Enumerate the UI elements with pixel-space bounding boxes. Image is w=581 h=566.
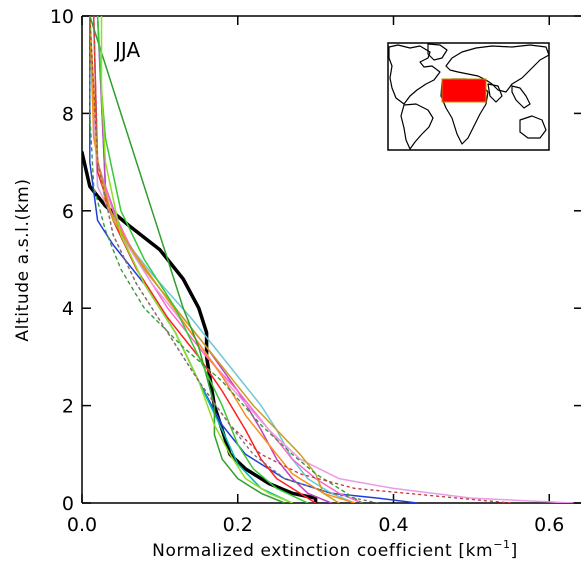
x-axis-unit-close: ] xyxy=(511,541,518,561)
greenland-outline xyxy=(427,43,448,61)
series-line xyxy=(89,16,356,503)
series-lines xyxy=(82,16,574,503)
x-tick-label: 0.2 xyxy=(223,514,253,536)
series-line xyxy=(89,16,340,503)
y-tick-label: 8 xyxy=(62,103,74,125)
series-line xyxy=(92,16,364,503)
inset-world-map xyxy=(387,42,550,151)
series-line xyxy=(93,16,379,503)
x-tick-label: 0.0 xyxy=(67,514,97,536)
north-america-outline xyxy=(388,44,441,105)
y-tick-label: 6 xyxy=(62,201,74,223)
arabia-outline xyxy=(487,83,503,103)
y-tick-label: 2 xyxy=(62,396,74,418)
y-axis-label: Altitude a.s.l.(km) xyxy=(13,178,33,341)
x-tick-label: 0.6 xyxy=(534,514,564,536)
y-tick-label: 10 xyxy=(50,6,74,28)
south-america-outline xyxy=(400,103,434,150)
x-axis-label-text: Normalized extinction coefficient xyxy=(152,541,452,561)
x-axis-label: Normalized extinction coefficient [km−1] xyxy=(152,538,518,561)
series-line xyxy=(96,16,309,503)
series-line xyxy=(96,16,294,503)
x-axis-unit: [km xyxy=(458,541,493,561)
series-line xyxy=(100,16,294,503)
y-tick-label: 0 xyxy=(62,493,74,515)
season-annotation: JJA xyxy=(113,38,140,62)
study-region-highlight xyxy=(441,78,487,103)
series-line xyxy=(92,16,317,503)
axis-ticks: 0.00.20.40.600246810 xyxy=(50,6,581,536)
southeast-asia-outline xyxy=(511,85,531,109)
australia-outline xyxy=(519,115,547,139)
x-axis-unit-exponent: −1 xyxy=(493,538,510,551)
series-line xyxy=(89,16,286,503)
series-line xyxy=(89,16,363,503)
y-tick-label: 4 xyxy=(62,298,74,320)
x-tick-label: 0.4 xyxy=(378,514,408,536)
eurasia-outline xyxy=(445,44,550,93)
